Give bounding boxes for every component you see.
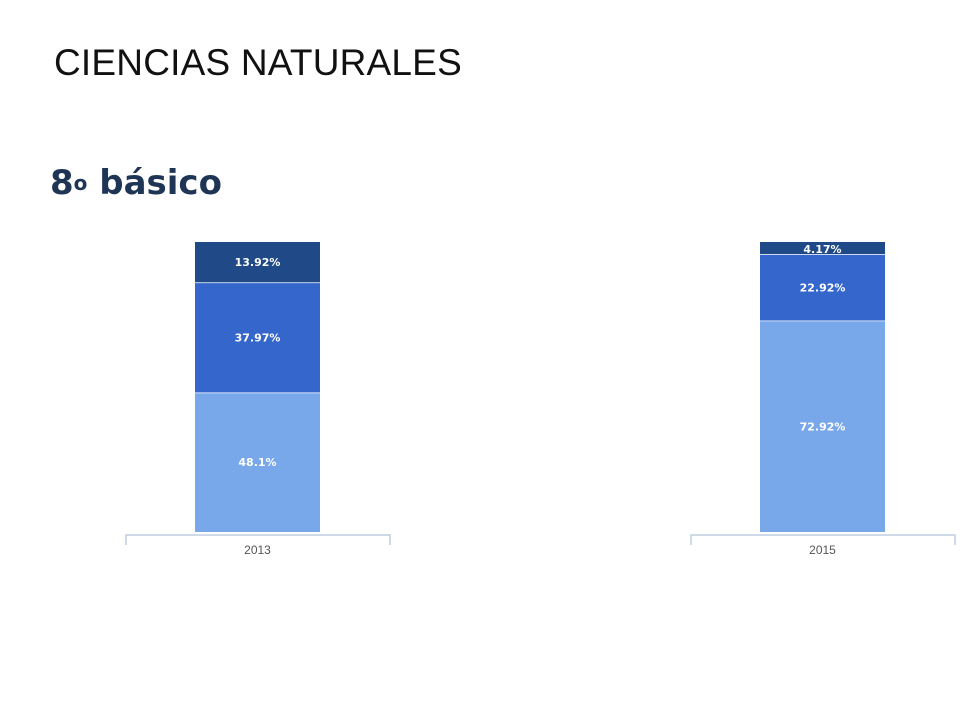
section-title-grade: 8 [50, 163, 74, 203]
chart-2013: 48.1% 37.97% 13.92% 2013 [125, 242, 391, 557]
x-tick-label: 2013 [244, 543, 271, 557]
x-axis-line [125, 534, 391, 545]
bar-segment-2013-3 [195, 242, 320, 283]
bar-segment-2013-2 [195, 282, 320, 393]
data-label-2013-3: 13.92% [235, 256, 281, 269]
x-tick-label: 2015 [809, 543, 836, 557]
data-label-2013-1: 48.1% [238, 456, 276, 469]
data-label-2015-1: 72.92% [800, 420, 846, 433]
data-label-2015-2: 22.92% [800, 281, 846, 294]
chart-2015: 72.92% 22.92% 4.17% 2015 [690, 242, 956, 557]
slide-title: CIENCIAS NATURALES [54, 42, 462, 83]
data-label-2013-2: 37.97% [235, 331, 281, 344]
section-title: 8o básico [50, 163, 222, 203]
bar-segment-2015-1 [760, 320, 885, 532]
section-title-ordinal: o [73, 171, 88, 195]
data-label-2015-3: 4.17% [803, 243, 841, 256]
bar-segment-2015-3 [760, 242, 885, 255]
x-axis-line [690, 534, 956, 545]
section-title-level: básico [87, 163, 222, 203]
bar-segment-2013-1 [195, 392, 320, 532]
bar-segment-2015-2 [760, 254, 885, 321]
